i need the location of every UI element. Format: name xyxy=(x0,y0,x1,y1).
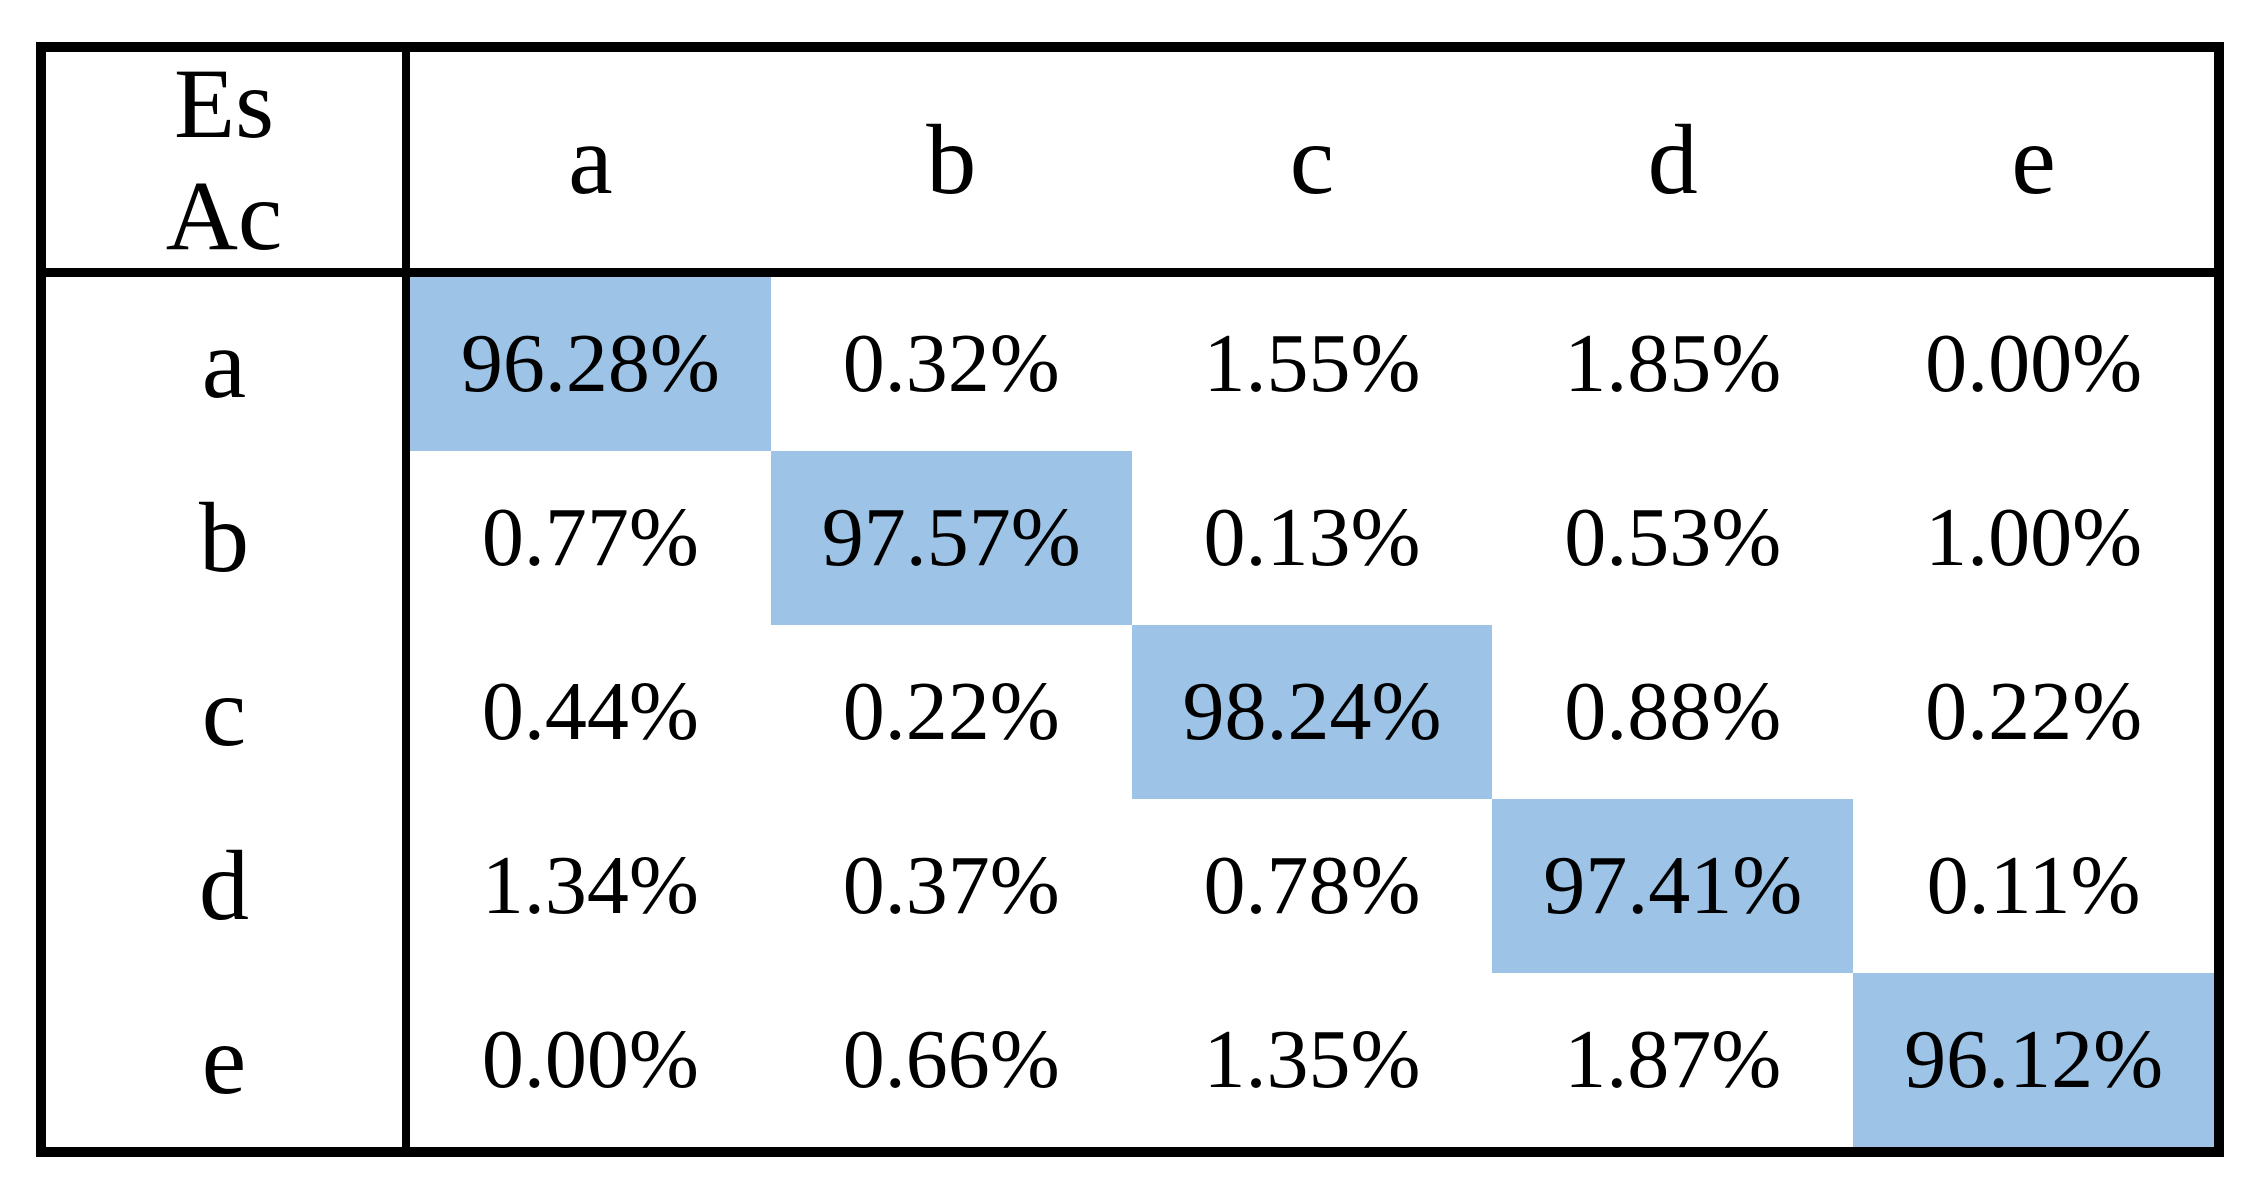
matrix-cell-b-d: 0.53% xyxy=(1564,491,1782,584)
matrix-cell-a-a: 96.28% xyxy=(410,277,771,451)
column-header-a: a xyxy=(410,52,771,277)
column-header-c: c xyxy=(1131,52,1493,277)
matrix-cell-e-b: 0.66% xyxy=(842,1013,1060,1106)
corner-cell: Es Ac xyxy=(46,52,410,277)
row-label-d: d xyxy=(46,799,410,973)
matrix-cell-d-d: 97.41% xyxy=(1492,799,1854,973)
matrix-cell-a-e: 0.00% xyxy=(1925,317,2143,410)
column-header-e: e xyxy=(1853,52,2214,277)
matrix-cell-d-e: 0.11% xyxy=(1926,839,2141,932)
matrix-cell-e-d: 1.87% xyxy=(1564,1013,1782,1106)
matrix-cell-c-c: 98.24% xyxy=(1131,625,1493,799)
matrix-cell-a-b: 0.32% xyxy=(842,317,1060,410)
matrix-cell-e-e: 96.12% xyxy=(1853,973,2214,1147)
matrix-cell-e-c: 1.35% xyxy=(1203,1013,1421,1106)
columns-axis-label: Es xyxy=(174,52,274,159)
row-label-a: a xyxy=(46,277,410,451)
row-label-c: c xyxy=(46,625,410,799)
matrix-cell-b-e: 1.00% xyxy=(1925,491,2143,584)
column-header-d: d xyxy=(1492,52,1854,277)
matrix-cell-d-c: 0.78% xyxy=(1203,839,1421,932)
matrix-cell-b-a: 0.77% xyxy=(481,491,699,584)
row-label-e: e xyxy=(46,973,410,1147)
matrix-cell-c-e: 0.22% xyxy=(1925,665,2143,758)
row-label-b: b xyxy=(46,451,410,625)
column-header-b: b xyxy=(770,52,1132,277)
matrix-cell-c-b: 0.22% xyxy=(842,665,1060,758)
matrix-cell-b-b: 97.57% xyxy=(770,451,1132,625)
matrix-cell-e-a: 0.00% xyxy=(481,1013,699,1106)
matrix-cell-a-d: 1.85% xyxy=(1564,317,1782,410)
matrix-cell-d-b: 0.37% xyxy=(842,839,1060,932)
matrix-cell-b-c: 0.13% xyxy=(1203,491,1421,584)
matrix-cell-a-c: 1.55% xyxy=(1203,317,1421,410)
matrix-cell-d-a: 1.34% xyxy=(481,839,699,932)
confusion-matrix-table: Es Ac a b c d e a 96.28% 0.32% 1.55% 1.8… xyxy=(36,42,2224,1157)
rows-axis-label: Ac xyxy=(165,160,283,271)
matrix-cell-c-a: 0.44% xyxy=(481,665,699,758)
matrix-cell-c-d: 0.88% xyxy=(1564,665,1782,758)
